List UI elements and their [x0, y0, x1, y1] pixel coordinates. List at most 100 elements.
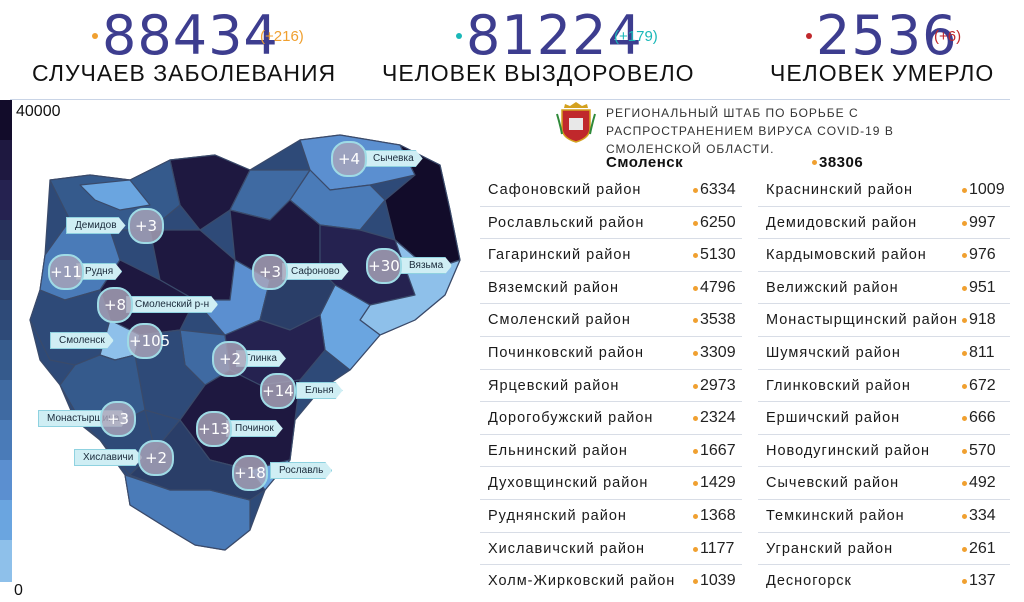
district-dot [693, 221, 698, 226]
capital-name: Смоленск [606, 154, 684, 171]
district-value: 1667 [700, 442, 736, 459]
map-tag-vyazma: Вязьма [400, 257, 452, 274]
header-divider [10, 99, 1010, 100]
row-divider [480, 466, 742, 467]
district-velizh [79, 179, 151, 211]
map-bubble-khislavichi: +2 [138, 440, 174, 476]
map-tag-safonovo: Сафоново [282, 263, 349, 280]
row-divider [758, 564, 1010, 565]
district-name: Краснинский район [766, 182, 914, 198]
district-name: Духовщинский район [488, 475, 649, 491]
district-dot [693, 318, 698, 323]
map-bubble-yelnya: +14 [260, 373, 296, 409]
deaths-label: Человек умерло [770, 60, 995, 86]
stat-recovered: 81224 (+179) Человек выздоровело [376, 0, 696, 95]
cases-delta: (+216) [260, 28, 304, 45]
district-value: 570 [969, 442, 996, 459]
row-divider [758, 532, 1010, 533]
coat-of-arms-icon [556, 102, 596, 143]
map-tag-rudnya: Рудня [76, 263, 122, 280]
capital-dot [812, 160, 817, 165]
map-bubble-pochinok: +13 [196, 411, 232, 447]
district-dot [962, 188, 967, 193]
row-divider [480, 238, 742, 239]
district-name: Дорогобужский район [488, 410, 654, 426]
map-bubble-safonovo: +3 [252, 254, 288, 290]
district-value: 5130 [700, 246, 736, 263]
district-name: Шумячский район [766, 345, 901, 361]
district-dot [962, 449, 967, 454]
district-name: Сафоновский район [488, 182, 642, 198]
map-bubble-vyazma: +30 [366, 248, 402, 284]
recovered-delta: (+179) [614, 28, 658, 45]
cases-label: Случаев заболевания [32, 60, 337, 86]
district-value: 1368 [700, 507, 736, 524]
row-divider [758, 369, 1010, 370]
district-name: Смоленский район [488, 312, 631, 328]
color-scale-bar [0, 100, 12, 602]
district-name: Демидовский район [766, 215, 918, 231]
district-value: 6250 [700, 214, 736, 231]
district-value: 261 [969, 540, 996, 557]
district-value: 666 [969, 409, 996, 426]
row-divider [758, 238, 1010, 239]
row-divider [480, 303, 742, 304]
map-tag-demidov: Демидов [66, 217, 126, 234]
row-divider [480, 206, 742, 207]
scale-min-label: 0 [14, 582, 23, 599]
cases-dot [92, 33, 98, 39]
map-tag-smolensky: Смоленский р-н [126, 296, 218, 313]
district-name: Новодугинский район [766, 443, 931, 459]
district-name: Монастырщинский район [766, 312, 958, 328]
district-dot [962, 481, 967, 486]
district-name: Сычевский район [766, 475, 900, 491]
district-value: 1039 [700, 572, 736, 589]
district-value: 997 [969, 214, 996, 231]
capital-value: 38306 [819, 154, 864, 171]
district-name: Гагаринский район [488, 247, 632, 263]
district-name: Ельнинский район [488, 443, 628, 459]
map-bubble-demidov: +3 [128, 208, 164, 244]
scale-max-label: 40000 [16, 103, 61, 120]
district-name: Велижский район [766, 280, 899, 296]
district-dot [962, 514, 967, 519]
row-divider [480, 369, 742, 370]
district-name: Вяземский район [488, 280, 619, 296]
district-value: 1429 [700, 474, 736, 491]
deaths-dot [806, 33, 812, 39]
map-bubble-roslavl: +18 [232, 455, 268, 491]
district-value: 811 [969, 344, 995, 361]
district-value: 6334 [700, 181, 736, 198]
district-value: 492 [969, 474, 996, 491]
district-value: 4796 [700, 279, 736, 296]
map-bubble-glinka: +2 [212, 341, 248, 377]
map-tag-sychevka: Сычевка [364, 150, 423, 167]
row-divider [480, 499, 742, 500]
district-name: Руднянский район [488, 508, 627, 524]
district-value: 3538 [700, 311, 736, 328]
district-value: 672 [969, 377, 996, 394]
map-bubble-sychevka: +4 [331, 141, 367, 177]
hq-title: Региональный штаб по борьбе с распростра… [606, 106, 894, 156]
district-name: Починковский район [488, 345, 645, 361]
district-value: 3309 [700, 344, 736, 361]
district-dot [693, 384, 698, 389]
row-divider [758, 303, 1010, 304]
row-divider [480, 401, 742, 402]
district-name: Холм-Жирковский район [488, 573, 676, 589]
district-value: 1009 [969, 181, 1005, 198]
district-name: Глинковский район [766, 378, 911, 394]
district-name: Десногорск [766, 573, 852, 589]
row-divider [480, 564, 742, 565]
row-divider [758, 271, 1010, 272]
stat-deaths: 2536 (+6) Человек умерло [700, 0, 1020, 95]
district-value: 2973 [700, 377, 736, 394]
row-divider [480, 271, 742, 272]
district-dot [693, 449, 698, 454]
district-dot [693, 351, 698, 356]
map-bubble-smolensk: +105 [127, 323, 170, 359]
district-value: 976 [969, 246, 996, 263]
district-name: Ярцевский район [488, 378, 620, 394]
row-divider [758, 336, 1010, 337]
district-name: Ершичский район [766, 410, 901, 426]
